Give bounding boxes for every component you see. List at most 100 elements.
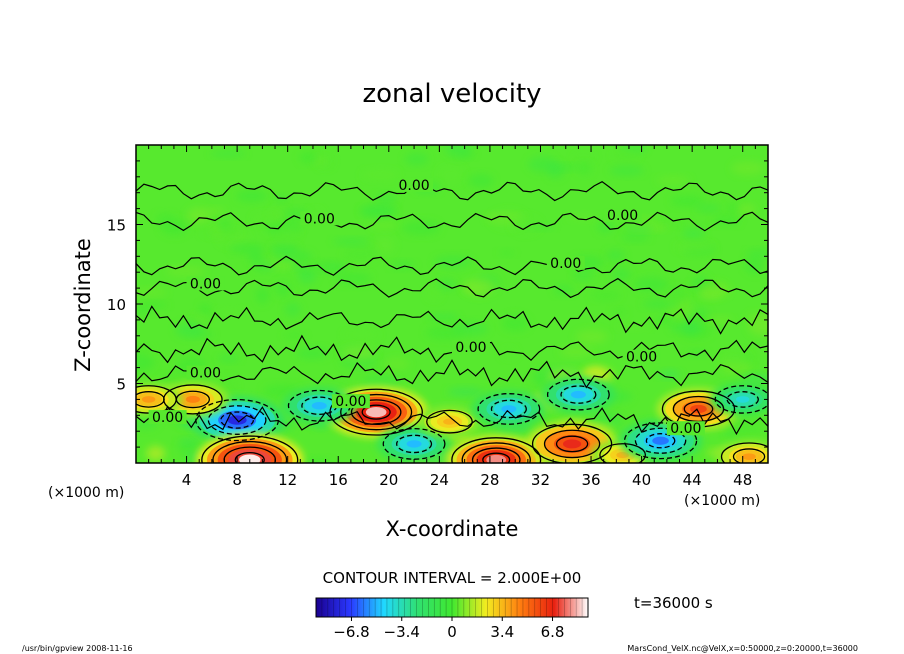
- y-tick-label: 5: [116, 376, 126, 394]
- field-patch: [273, 250, 314, 263]
- field-cell: [311, 402, 327, 410]
- contour-ring: [382, 427, 446, 460]
- field-patch: [731, 161, 765, 176]
- field-patch: [340, 346, 376, 360]
- field-patch: [656, 175, 691, 185]
- field-patch: [235, 189, 268, 203]
- time-label: t=36000 s: [634, 594, 713, 612]
- field-patch: [298, 266, 317, 284]
- contour-ring: [714, 385, 768, 414]
- contour-ring: [645, 433, 676, 449]
- field-patch: [374, 236, 395, 254]
- zero-contour-line: [136, 277, 768, 299]
- zero-contour-line: [136, 405, 768, 436]
- contour-label-bg: [331, 394, 370, 409]
- field-patch: [573, 271, 594, 280]
- field-patch: [668, 286, 686, 304]
- field-patch: [283, 331, 306, 339]
- field-patch: [746, 249, 768, 258]
- field-patch: [434, 255, 472, 269]
- contour-ring: [599, 443, 647, 463]
- contour-ring: [683, 401, 714, 417]
- contour-ring: [477, 393, 541, 425]
- x-tick-label: 8: [232, 471, 242, 489]
- field-cell: [562, 439, 582, 449]
- contour-label-bg: [546, 255, 585, 270]
- field-patch: [511, 216, 540, 234]
- field-patch: [178, 438, 199, 445]
- x-axis-label: X-coordinate: [386, 517, 519, 541]
- field-cell: [406, 440, 422, 448]
- field-patch: [501, 347, 517, 359]
- field-patch: [721, 351, 750, 366]
- field-patch: [248, 249, 264, 264]
- field-patch: [501, 314, 530, 332]
- zero-contour-line: [136, 305, 768, 335]
- contour-ring: [531, 423, 613, 463]
- colorbar-tick-label: 0: [447, 623, 457, 641]
- field-patch: [384, 357, 410, 370]
- x-tick-label: 4: [182, 471, 192, 489]
- field-patch: [276, 225, 300, 242]
- contour-label: 0.00: [190, 366, 221, 382]
- x-tick-label: 32: [531, 471, 550, 489]
- field-patch: [559, 347, 593, 357]
- contour-interval-label: CONTOUR INTERVAL = 2.000E+00: [323, 569, 582, 587]
- field-patch: [609, 165, 645, 176]
- contour-ring: [482, 452, 511, 463]
- zero-contour-line: [136, 359, 768, 389]
- contour-label: 0.00: [455, 340, 486, 356]
- field-cell: [365, 407, 387, 418]
- field-patch: [146, 445, 166, 461]
- zero-contour-line: [136, 211, 768, 232]
- contour-label-bg: [148, 410, 187, 425]
- x-tick-label: 48: [733, 471, 752, 489]
- contour-ring: [136, 391, 165, 408]
- y-tick-label: 15: [107, 217, 126, 235]
- field-patch: [313, 155, 328, 166]
- contour-label-bg: [666, 421, 705, 436]
- x-tick-label: 20: [379, 471, 398, 489]
- contour-ring: [471, 447, 521, 463]
- field-patch: [725, 420, 763, 439]
- x-tick-label: 12: [278, 471, 297, 489]
- field-patch: [613, 147, 639, 163]
- contour-ring: [634, 427, 687, 454]
- x-tick-label: 16: [329, 471, 348, 489]
- contour-ring: [461, 442, 531, 463]
- field-patch: [252, 212, 279, 225]
- field-cell: [443, 418, 456, 425]
- field-cell: [185, 395, 200, 403]
- field-patch: [745, 256, 764, 274]
- field-patch: [291, 261, 305, 271]
- colorbar-tick-label: 3.4: [490, 623, 514, 641]
- contour-ring: [340, 393, 413, 431]
- x-axis: 4 8 12 16 20 24 28 32 36 40 44 48: [135, 145, 769, 489]
- contour-ring: [220, 411, 255, 429]
- contour-label-bg: [395, 177, 434, 192]
- field-patch: [136, 345, 153, 353]
- x-tick-label: 40: [632, 471, 651, 489]
- colorbar-ticks: −6.8 −3.4 0 3.4 6.8: [333, 617, 564, 641]
- field-patch: [216, 307, 244, 316]
- colorbar: −6.8 −3.4 0 3.4 6.8: [315, 597, 589, 641]
- field-patch: [748, 319, 768, 336]
- contour-ring: [726, 391, 759, 408]
- field-patch: [712, 215, 740, 226]
- field-patch: [201, 228, 241, 238]
- plot-area: 0.00 0.00 0.00 0.00 0.00 0.00 0.00 0.00 0.00 0.00…: [135, 144, 769, 464]
- colorbar-segments: [321, 598, 583, 617]
- contour-ring: [555, 435, 589, 453]
- field-patch: [612, 308, 627, 316]
- field-patch: [554, 284, 573, 296]
- field-patch: [532, 369, 548, 387]
- field-patch: [274, 281, 292, 297]
- contour-ring: [234, 451, 265, 463]
- contour-label: 0.00: [607, 208, 638, 224]
- contour-label: 0.00: [626, 350, 657, 366]
- contour-ring: [212, 440, 288, 463]
- contour-label: 0.00: [670, 421, 701, 437]
- field-patch: [696, 204, 722, 213]
- field-patch: [568, 213, 600, 222]
- contour-ring: [543, 429, 601, 459]
